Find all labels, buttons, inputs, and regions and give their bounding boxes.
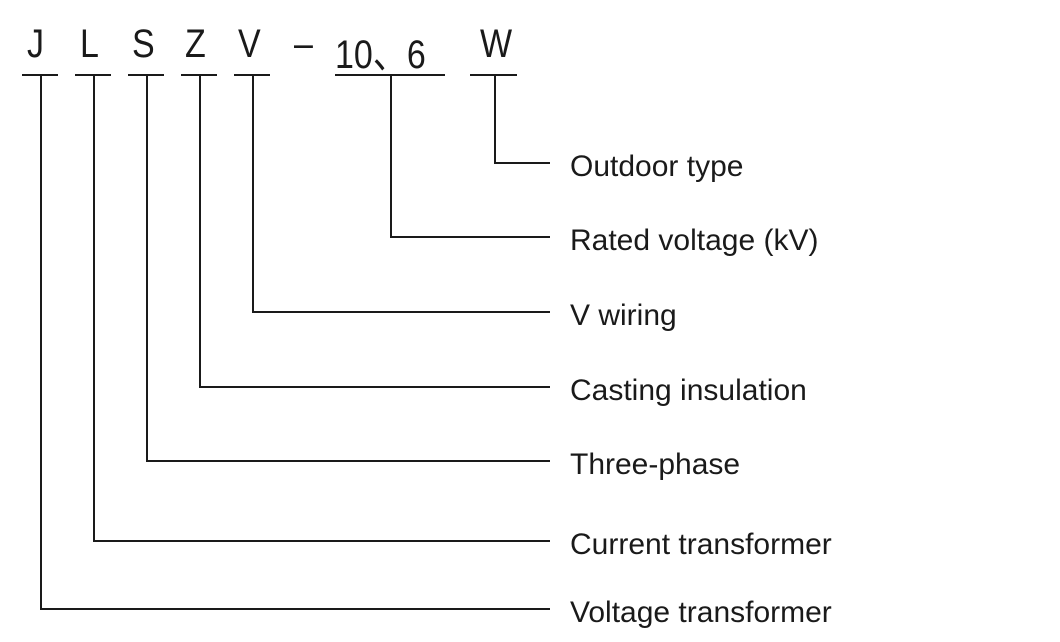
model-code-breakdown: J Voltage transformer L Current transformer… [0, 0, 1060, 642]
desc-v: V wiring [570, 299, 677, 333]
leader-h-num [390, 236, 550, 238]
leader-h-w [494, 162, 550, 164]
leader-h-v [252, 311, 550, 313]
leader-h-s [146, 460, 550, 462]
code-char-w: W [480, 22, 512, 67]
leader-v-j [40, 74, 42, 608]
code-char-j: J [27, 22, 44, 67]
leader-v-v [252, 74, 254, 311]
code-char-z: Z [185, 22, 206, 67]
desc-s: Three-phase [570, 448, 740, 482]
leader-h-j [40, 608, 550, 610]
desc-z: Casting insulation [570, 374, 807, 408]
code-char-s: S [132, 22, 155, 67]
leader-h-l [93, 540, 550, 542]
code-char-num: 10、6 [335, 22, 426, 80]
code-char-v: V [238, 22, 261, 67]
leader-v-s [146, 74, 148, 460]
leader-v-z [199, 74, 201, 386]
desc-num: Rated voltage (kV) [570, 224, 818, 258]
desc-l: Current transformer [570, 528, 832, 562]
leader-h-z [199, 386, 550, 388]
code-char-dash: – [294, 22, 313, 67]
leader-v-w [494, 74, 496, 162]
desc-w: Outdoor type [570, 150, 743, 184]
code-char-l: L [80, 22, 99, 67]
leader-v-l [93, 74, 95, 540]
desc-j: Voltage transformer [570, 596, 832, 630]
leader-v-num [390, 74, 392, 236]
